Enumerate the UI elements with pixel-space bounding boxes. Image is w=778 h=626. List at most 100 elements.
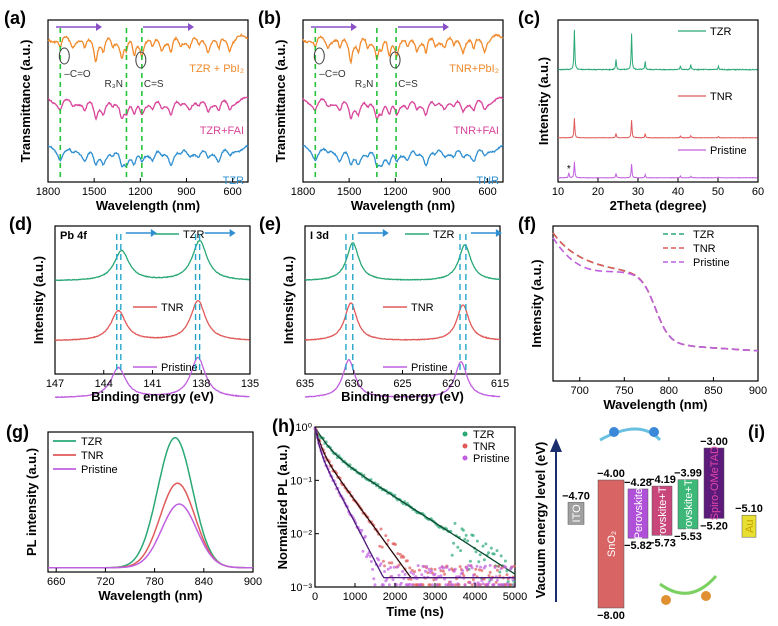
level-label: Au — [744, 519, 756, 532]
level-bar — [627, 488, 649, 539]
data-point-TZR — [456, 545, 460, 549]
data-point-Pristine — [399, 581, 403, 585]
data-point-Pristine — [435, 583, 439, 587]
data-point-TNR — [405, 559, 409, 563]
series-line-0 — [47, 32, 249, 63]
panel-d: TZR TNR Pristine Pb 4f 147 144 141 138 135 Bindin… — [31, 225, 259, 404]
data-point-TNR — [470, 583, 474, 587]
data-point-Pristine — [363, 535, 367, 538]
data-point-Pristine — [387, 583, 391, 587]
data-point-TZR — [464, 533, 468, 537]
series-line-Pristine — [552, 237, 759, 352]
data-point-TZR — [489, 546, 493, 550]
energy-axis-arrow — [550, 438, 562, 452]
data-point-Pristine — [377, 558, 381, 562]
annotation-r3n: R₃N — [355, 79, 374, 90]
xps-xtick-label: 141 — [143, 378, 161, 390]
pl-xtick-label: 660 — [47, 576, 65, 588]
fit-line-Pristine — [314, 426, 515, 579]
data-point-Pristine — [471, 573, 475, 577]
legend-label-TNR: TNR — [693, 243, 716, 255]
data-point-Pristine — [369, 560, 373, 563]
legend-label-Pristine: Pristine — [81, 464, 118, 476]
annotation-co: –C=O — [64, 69, 91, 80]
legend-label-TNR: TNR — [411, 302, 434, 314]
level-bar — [567, 502, 585, 525]
data-point-TNR — [378, 544, 382, 548]
xrd-xtick-label: 10 — [552, 186, 564, 198]
annotation-cs: C=S — [398, 79, 418, 90]
arrow-head — [443, 23, 449, 31]
data-point-Pristine — [444, 583, 448, 587]
legend-label-Pristine: Pristine — [411, 362, 448, 374]
plot-frame — [304, 225, 501, 375]
panel-e: TZR TNR Pristine I 3d 635 630 625 620 615 Binding… — [281, 225, 509, 404]
abs-xtick-label: 850 — [704, 385, 722, 397]
data-point-Pristine — [461, 569, 465, 573]
data-point-TZR — [459, 549, 463, 553]
data-point-Pristine — [397, 573, 401, 577]
data-point-Pristine — [423, 569, 427, 573]
ftir-xtick-label: 900 — [432, 186, 450, 198]
x-axis-label: Wavelength (nm) — [603, 397, 707, 412]
data-point-TNR — [497, 564, 501, 568]
data-point-TNR — [409, 577, 413, 581]
highlight-circle — [135, 51, 147, 69]
y-axis-label: Vacuum energy level (eV) — [533, 442, 548, 599]
pl-xtick-label: 900 — [244, 576, 262, 588]
data-point-TNR — [482, 577, 486, 581]
y-axis-label: Intensity (a.u.) — [536, 57, 551, 145]
data-point-Pristine — [434, 577, 438, 581]
legend-marker — [462, 431, 468, 437]
abs-xtick-label: 700 — [571, 385, 589, 397]
series-line-TNR — [552, 232, 759, 352]
data-point-TZR — [487, 551, 491, 555]
data-point-Pristine — [371, 567, 375, 571]
series-label-mid: TNR+FAI — [453, 125, 499, 137]
xps-xtick-label: 635 — [296, 378, 314, 390]
plot-frame — [47, 431, 254, 573]
data-point-Pristine — [470, 566, 474, 570]
abs-xtick-label: 750 — [615, 385, 633, 397]
y-axis-label: Transmittance (a.u.) — [273, 40, 288, 163]
data-point-TNR — [393, 543, 397, 546]
legend-label-Pristine: Pristine — [161, 362, 198, 374]
level-label: ITO — [571, 504, 583, 523]
data-point-Pristine — [409, 570, 413, 574]
data-point-Pristine — [381, 583, 385, 587]
series-line-2 — [47, 144, 249, 168]
series-line-TNR — [558, 118, 758, 139]
trpl-ytick-label: 10⁻² — [290, 529, 312, 541]
data-point-Pristine — [498, 583, 502, 587]
xps-xtick-label: 615 — [491, 378, 509, 390]
data-point-TNR — [387, 561, 391, 565]
panel-label-b: (b) — [258, 8, 281, 28]
xrd-xtick-label: 30 — [632, 186, 644, 198]
data-point-TNR — [439, 569, 443, 573]
level-top-value: −4.19 — [648, 474, 676, 486]
series-line-TZR — [48, 437, 253, 569]
pl-xtick-label: 720 — [96, 576, 114, 588]
xps-xtick-label: 135 — [241, 378, 259, 390]
data-point-Pristine — [445, 565, 449, 569]
data-point-TNR — [438, 583, 442, 587]
data-point-TNR — [384, 534, 388, 538]
abs-xtick-label: 900 — [749, 385, 767, 397]
data-point-TNR — [453, 583, 457, 587]
series-line-Pristine — [557, 161, 758, 179]
arrow-head — [96, 23, 102, 31]
legend-label-TNR: TNR — [473, 441, 496, 453]
data-point-TZR — [492, 552, 496, 556]
legend-label-TZR: TZR — [710, 26, 731, 38]
pl-xtick-label: 780 — [145, 576, 163, 588]
data-point-TNR — [474, 567, 478, 571]
series-line-1 — [302, 96, 504, 120]
data-point-TNR — [498, 574, 502, 578]
data-point-TNR — [505, 573, 509, 577]
data-point-TNR — [426, 571, 430, 575]
level-top-value: −3.99 — [674, 468, 702, 480]
pl-xtick-label: 840 — [195, 576, 213, 588]
ftir-xtick-label: 600 — [223, 186, 241, 198]
data-point-Pristine — [501, 583, 505, 587]
data-point-Pristine — [425, 565, 429, 568]
